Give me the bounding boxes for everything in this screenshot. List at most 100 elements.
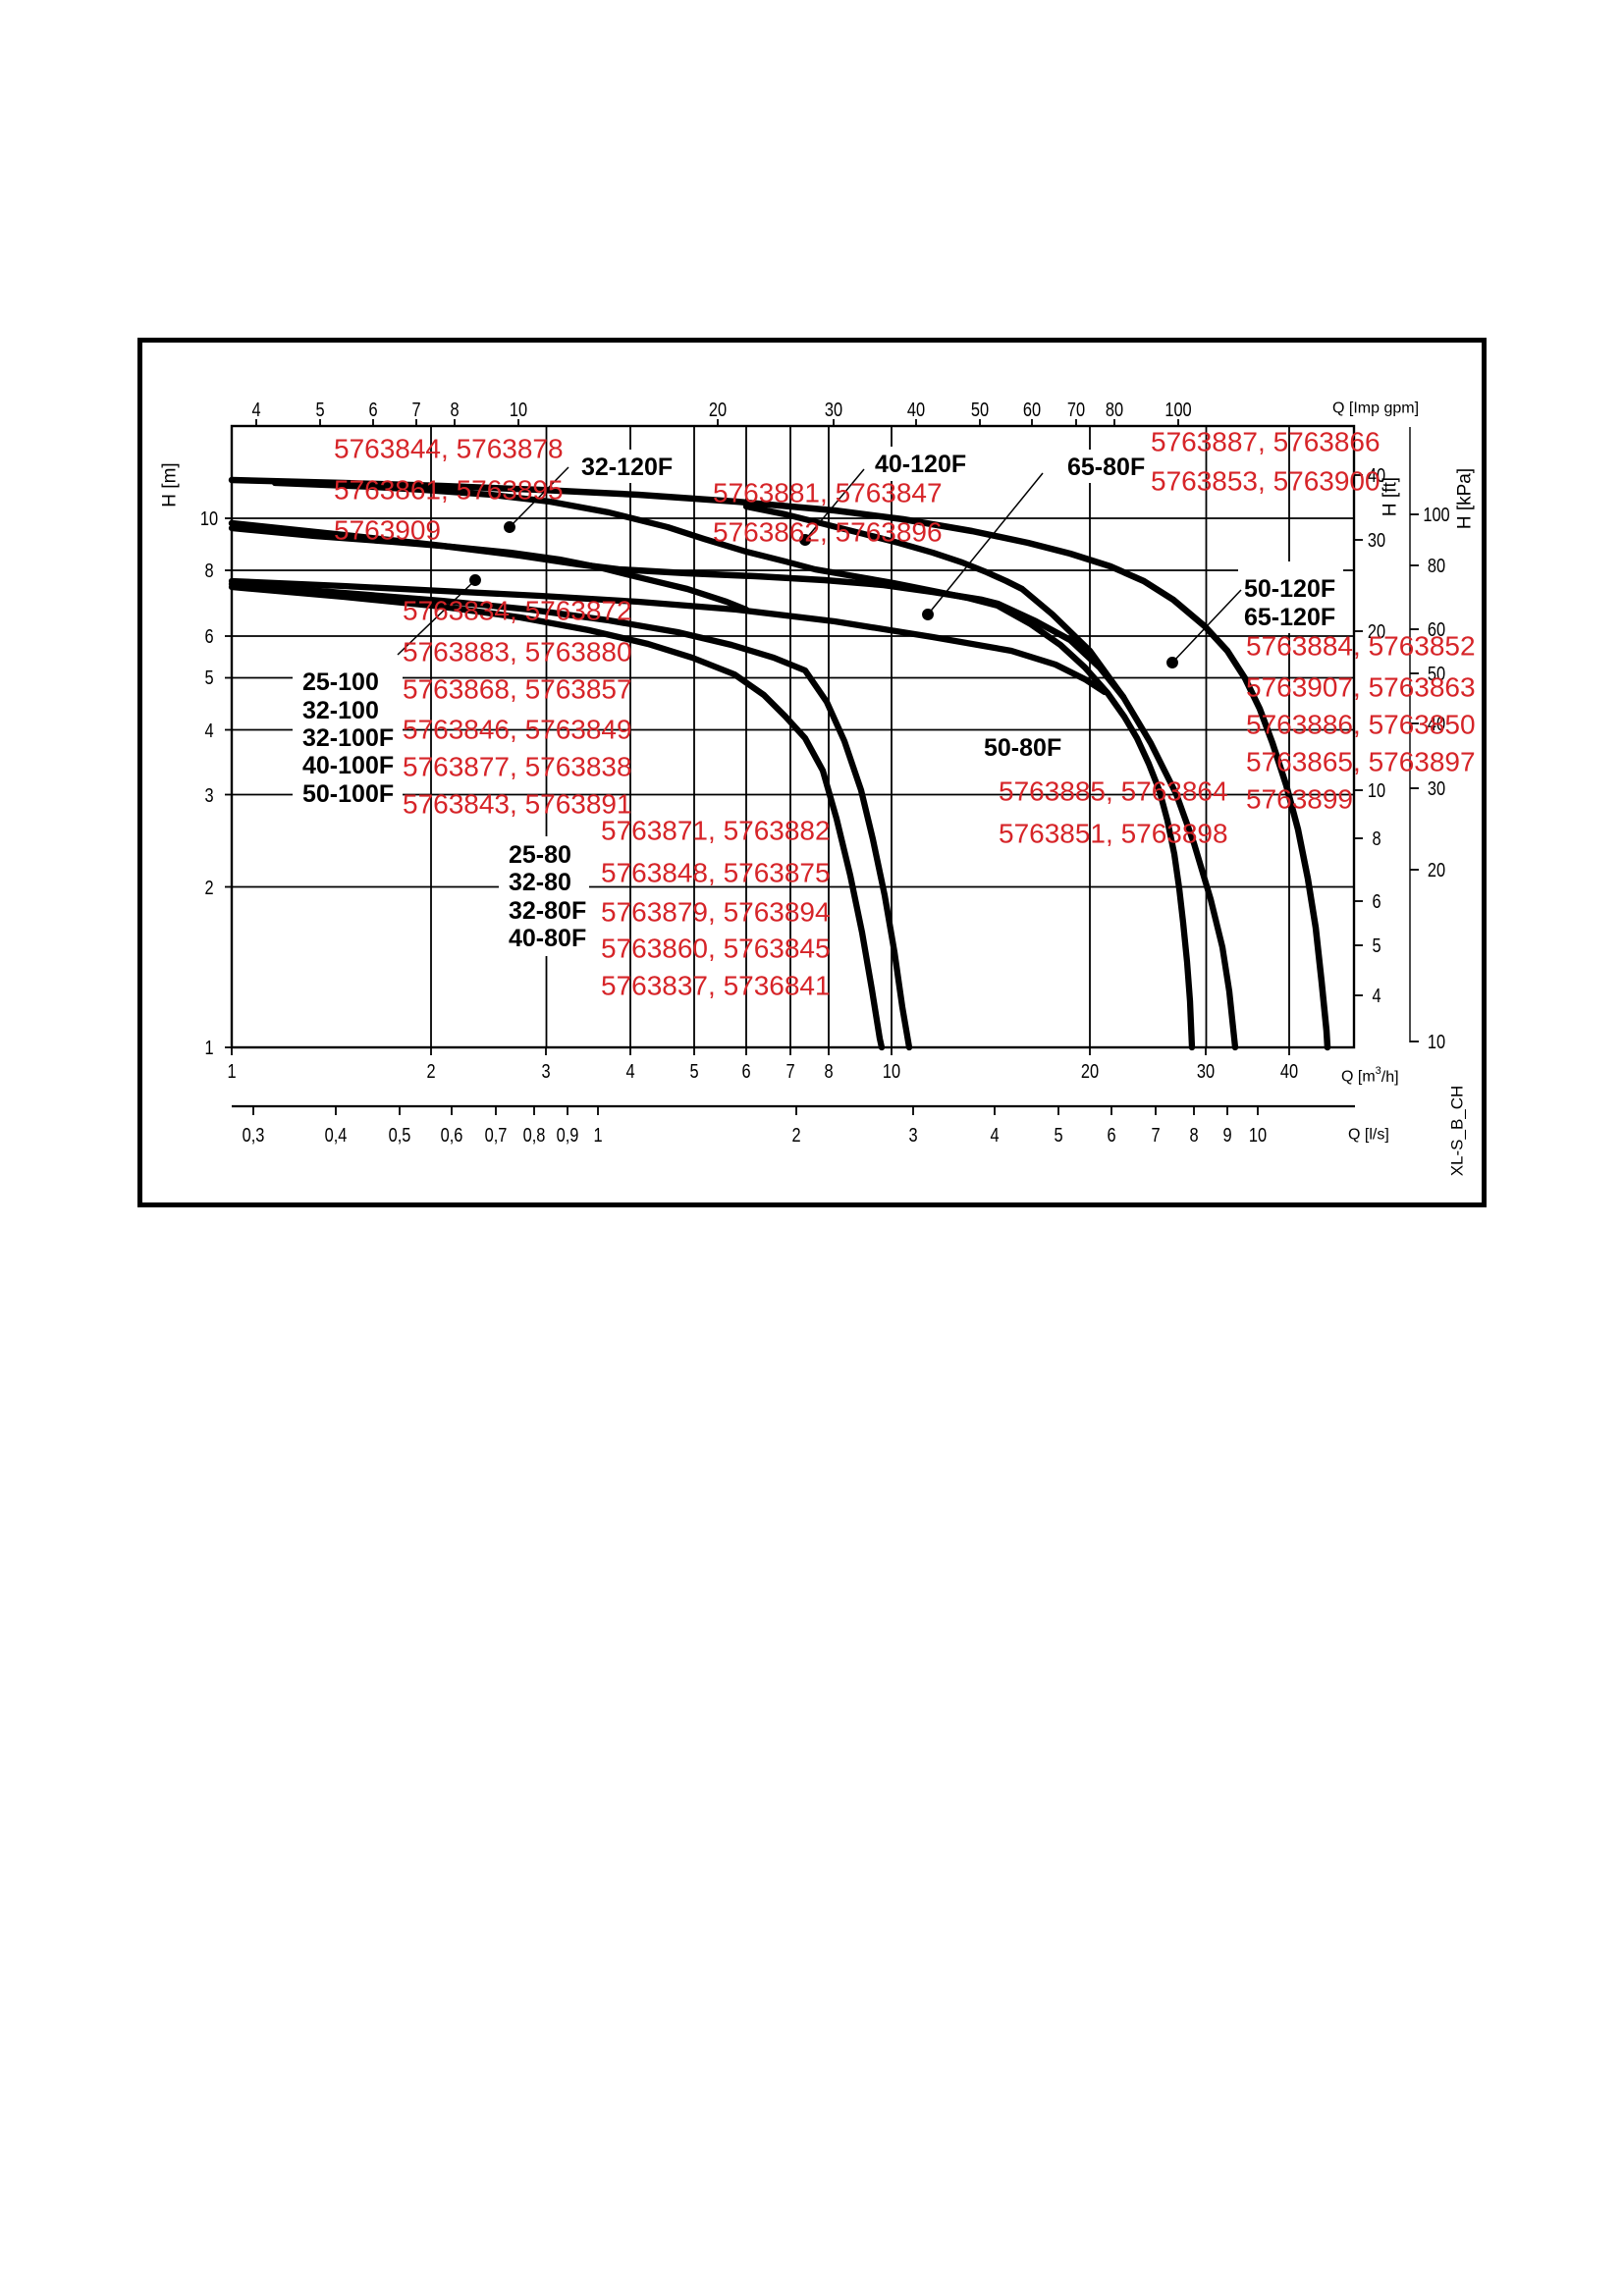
svg-text:20: 20 [709,399,727,421]
svg-text:2: 2 [791,1124,800,1147]
svg-text:8: 8 [204,560,213,582]
svg-text:0,9: 0,9 [557,1124,579,1147]
svg-text:40: 40 [907,399,925,421]
svg-text:50-80F: 50-80F [984,734,1061,762]
svg-text:H [m]: H [m] [160,462,181,507]
svg-text:5763862, 5763896: 5763862, 5763896 [713,517,943,548]
svg-text:20: 20 [1081,1060,1099,1083]
svg-text:10: 10 [1368,779,1385,802]
svg-text:3: 3 [204,784,213,807]
svg-text:100: 100 [1423,504,1449,526]
svg-text:5763848, 5763875: 5763848, 5763875 [601,858,831,888]
svg-text:80: 80 [1428,555,1445,577]
svg-text:5763837, 5736841: 5763837, 5736841 [601,971,831,1001]
svg-text:5763879, 5763894: 5763879, 5763894 [601,897,831,928]
svg-text:50-100F: 50-100F [302,780,394,808]
svg-text:70: 70 [1067,399,1085,421]
svg-text:7: 7 [1151,1124,1160,1147]
svg-text:10: 10 [1249,1124,1267,1147]
svg-text:65-80F: 65-80F [1067,454,1145,481]
svg-text:30: 30 [1428,777,1445,800]
svg-text:4: 4 [204,720,213,742]
svg-text:20: 20 [1368,620,1385,643]
svg-text:5763899: 5763899 [1246,784,1353,815]
svg-text:4: 4 [625,1060,634,1083]
svg-text:5763844, 5763878: 5763844, 5763878 [334,434,564,464]
svg-text:0,7: 0,7 [485,1124,508,1147]
svg-text:0,5: 0,5 [389,1124,411,1147]
svg-text:7: 7 [411,399,420,421]
svg-text:1: 1 [227,1060,236,1083]
svg-text:40: 40 [1428,713,1445,735]
svg-text:5763860, 5763845: 5763860, 5763845 [601,934,831,964]
svg-text:XL-S_B_CH: XL-S_B_CH [1448,1086,1467,1177]
svg-text:5763834, 5763872: 5763834, 5763872 [403,596,632,626]
svg-text:5: 5 [204,667,213,689]
svg-text:1: 1 [593,1124,602,1147]
svg-text:30: 30 [1368,529,1385,552]
svg-text:50: 50 [971,399,989,421]
svg-text:60: 60 [1023,399,1041,421]
svg-text:30: 30 [1197,1060,1215,1083]
svg-text:Q [m3/h]: Q [m3/h] [1341,1065,1399,1086]
svg-text:5763843, 5763891: 5763843, 5763891 [403,789,632,820]
svg-text:10: 10 [510,399,527,421]
svg-text:2: 2 [204,877,213,899]
svg-text:5763853, 5763900: 5763853, 5763900 [1151,466,1380,497]
svg-text:3: 3 [541,1060,550,1083]
svg-text:H [kPa]: H [kPa] [1455,468,1476,529]
svg-text:5763885, 5763864: 5763885, 5763864 [999,776,1228,807]
svg-text:5763909: 5763909 [334,515,441,546]
svg-text:6: 6 [1372,890,1380,913]
svg-text:8: 8 [1372,828,1380,850]
svg-text:4: 4 [1372,985,1380,1007]
svg-text:H [ft]: H [ft] [1380,477,1401,516]
svg-text:0,3: 0,3 [243,1124,265,1147]
svg-text:5763851, 5763898: 5763851, 5763898 [999,819,1228,849]
svg-text:6: 6 [204,625,213,648]
svg-text:6: 6 [368,399,377,421]
svg-text:5: 5 [1372,934,1380,957]
svg-text:5763907, 5763863: 5763907, 5763863 [1246,672,1476,703]
svg-text:10: 10 [1428,1031,1445,1053]
svg-text:5763884, 5763852: 5763884, 5763852 [1246,631,1476,662]
svg-text:5763865, 5763897: 5763865, 5763897 [1246,747,1476,777]
svg-text:5763871, 5763882: 5763871, 5763882 [601,816,831,846]
svg-text:9: 9 [1222,1124,1231,1147]
svg-text:60: 60 [1428,618,1445,641]
svg-text:100: 100 [1164,399,1191,421]
svg-text:2: 2 [426,1060,435,1083]
svg-text:5763881, 5763847: 5763881, 5763847 [713,478,943,508]
svg-text:20: 20 [1428,859,1445,881]
svg-text:50-120F: 50-120F [1244,575,1335,603]
svg-text:10: 10 [200,507,218,530]
svg-text:5: 5 [315,399,324,421]
svg-text:3: 3 [908,1124,917,1147]
svg-text:10: 10 [883,1060,900,1083]
svg-text:30: 30 [825,399,842,421]
svg-text:32-120F: 32-120F [581,454,673,481]
svg-text:40-100F: 40-100F [302,752,394,779]
svg-text:7: 7 [785,1060,794,1083]
svg-text:8: 8 [450,399,459,421]
svg-text:1: 1 [204,1037,213,1059]
svg-text:5763877, 5763838: 5763877, 5763838 [403,752,632,782]
svg-text:6: 6 [741,1060,750,1083]
svg-text:80: 80 [1106,399,1123,421]
svg-text:5: 5 [1054,1124,1062,1147]
svg-text:5: 5 [689,1060,698,1083]
svg-text:40-120F: 40-120F [875,451,966,478]
svg-text:25-80: 25-80 [509,841,571,869]
svg-text:0,8: 0,8 [523,1124,546,1147]
svg-text:Q [Imp gpm]: Q [Imp gpm] [1332,400,1419,417]
svg-text:40: 40 [1368,464,1385,487]
svg-text:5763883, 5763880: 5763883, 5763880 [403,637,632,667]
svg-text:5763886, 5763850: 5763886, 5763850 [1246,710,1476,740]
svg-text:32-100: 32-100 [302,697,379,724]
svg-text:40: 40 [1280,1060,1298,1083]
svg-text:0,4: 0,4 [325,1124,348,1147]
svg-text:4: 4 [990,1124,999,1147]
svg-text:65-120F: 65-120F [1244,604,1335,631]
svg-text:6: 6 [1107,1124,1115,1147]
svg-text:50: 50 [1428,663,1445,685]
